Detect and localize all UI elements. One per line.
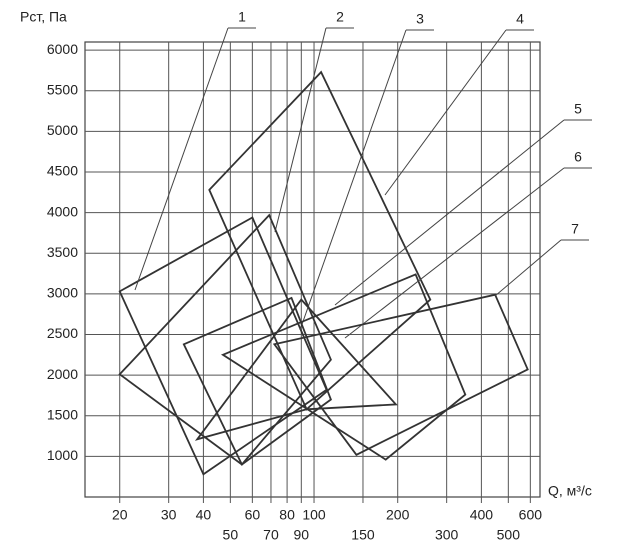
fan-region (272, 293, 529, 456)
fan-region (194, 298, 398, 441)
y-tick-label: 3000 (47, 285, 78, 301)
x-tick-label: 30 (161, 507, 177, 523)
x-tick-label: 600 (519, 507, 543, 523)
x-tick-label: 400 (470, 507, 494, 523)
x-tick-label: 80 (279, 507, 295, 523)
x-tick-label: 300 (435, 527, 459, 543)
x-tick-label: 150 (351, 527, 375, 543)
x-tick-label: 90 (294, 527, 310, 543)
fan-region (220, 273, 467, 461)
region-label: 4 (516, 11, 524, 27)
y-tick-label: 4000 (47, 203, 78, 219)
region-label: 7 (571, 221, 579, 237)
x-tick-label: 200 (386, 507, 410, 523)
y-tick-label: 1000 (47, 447, 78, 463)
plot-frame (84, 41, 541, 498)
leader-line (494, 239, 562, 297)
region-label: 2 (336, 9, 344, 25)
x-tick-label: 100 (302, 507, 326, 523)
leader-line (274, 27, 327, 233)
y-tick-label: 2500 (47, 325, 78, 341)
y-tick-label: 5000 (47, 122, 78, 138)
y-axis-label: Pст, Па (20, 9, 67, 25)
leader-line (334, 119, 565, 306)
y-tick-label: 4500 (47, 163, 78, 179)
x-tick-label: 70 (263, 527, 279, 543)
x-tick-label: 40 (196, 507, 212, 523)
x-tick-label: 500 (497, 527, 521, 543)
leader-line (299, 29, 407, 331)
y-tick-label: 1500 (47, 406, 78, 422)
y-tick-label: 3500 (47, 244, 78, 260)
y-tick-label: 2000 (47, 366, 78, 382)
fan-region (182, 296, 332, 466)
region-label: 1 (238, 9, 246, 25)
x-axis-label: Q, м³/с (548, 483, 592, 499)
leader-line (134, 27, 229, 291)
y-tick-label: 5500 (47, 81, 78, 97)
x-tick-label: 50 (223, 527, 239, 543)
region-label: 6 (574, 149, 582, 165)
y-tick-label: 6000 (47, 41, 78, 57)
x-tick-label: 60 (245, 507, 261, 523)
region-label: 3 (416, 11, 424, 27)
leader-line (384, 29, 507, 196)
region-label: 5 (574, 101, 582, 117)
x-tick-label: 20 (112, 507, 128, 523)
leader-line (344, 167, 565, 339)
